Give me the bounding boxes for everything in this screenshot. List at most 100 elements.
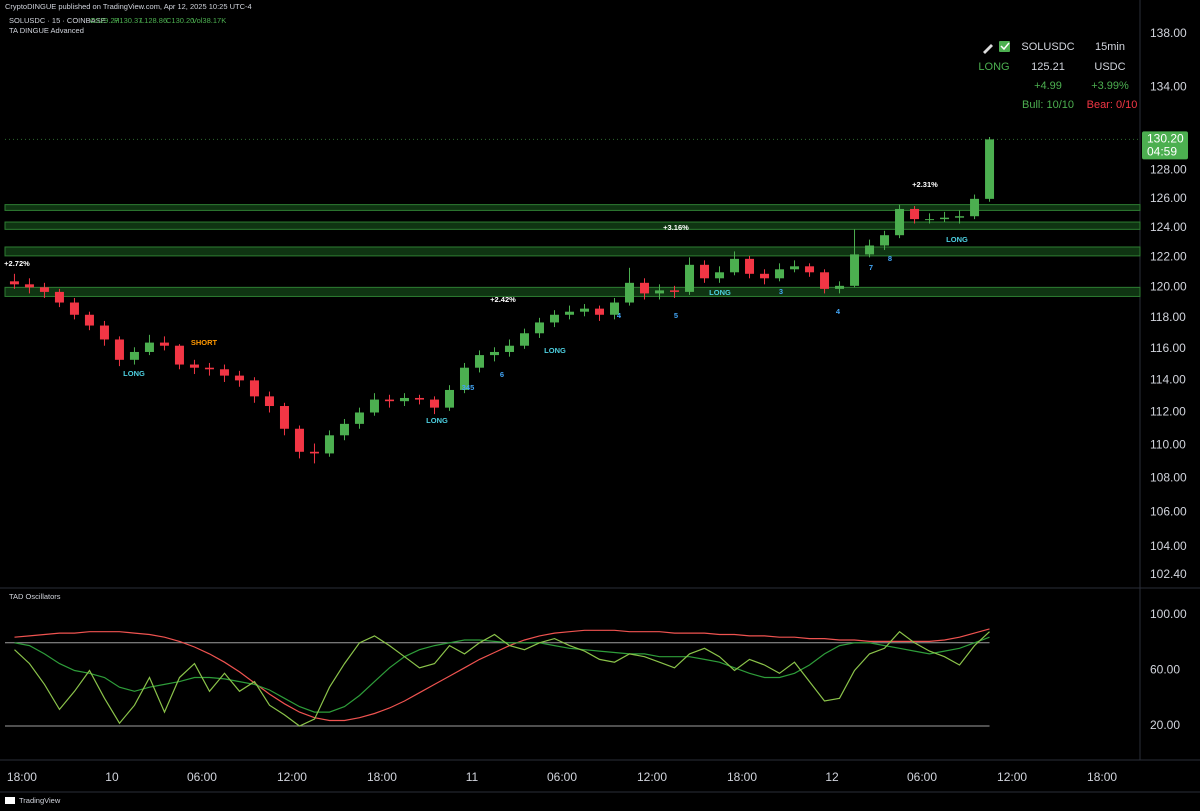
signal-label: 6	[500, 370, 504, 379]
rocket-icon	[983, 44, 993, 54]
info-change-pct: +3.99%	[1091, 80, 1129, 92]
candle-body	[880, 235, 890, 246]
x-tick-label: 06:00	[547, 770, 577, 784]
y-tick-label: 104.00	[1150, 539, 1187, 553]
candle-body	[595, 308, 605, 315]
candle-body	[174, 345, 184, 365]
candle-body	[504, 345, 514, 352]
check-mark	[1000, 42, 1010, 51]
signal-label: 4	[617, 311, 622, 320]
candle-body	[580, 308, 590, 312]
signal-label: +2.72%	[4, 259, 30, 268]
info-symbol: SOLUSDC	[1021, 41, 1074, 53]
published-line: CryptoDINGUE published on TradingView.co…	[5, 2, 252, 11]
candle-body	[384, 399, 394, 402]
candle-body	[820, 272, 830, 289]
signal-label: 5	[674, 311, 678, 320]
signal-label: 8	[888, 254, 892, 263]
candle-body	[850, 254, 860, 286]
candle-body	[940, 217, 950, 220]
candle-body	[9, 281, 19, 285]
countdown: 04:59	[1147, 145, 1177, 159]
candle-body	[700, 264, 710, 279]
y-tick-label: 126.00	[1150, 191, 1187, 205]
candle-body	[294, 428, 304, 452]
candle-body	[189, 364, 199, 368]
oscillator-line	[14, 630, 990, 727]
signal-label: 3	[779, 287, 783, 296]
ohlc-legend: H130.37	[114, 16, 142, 25]
signal-label: 4	[836, 307, 841, 316]
candle-body	[640, 282, 650, 294]
y-tick-label: 122.00	[1150, 250, 1187, 264]
candle-body	[760, 273, 770, 279]
candle-body	[474, 355, 484, 368]
last-price-label: 130.20	[1147, 132, 1184, 146]
candle-body	[234, 375, 244, 381]
candle-body	[730, 258, 740, 273]
candle-body	[369, 399, 379, 413]
signal-label: +3.16%	[663, 223, 689, 232]
candle-body	[610, 302, 620, 315]
check-icon	[999, 41, 1010, 52]
y-tick-label: 114.00	[1150, 373, 1186, 387]
symbol-title: SOLUSDC · 15 · COINBASE	[9, 16, 106, 25]
candle-body	[249, 380, 259, 397]
ohlc-legend: L128.86	[140, 16, 167, 25]
candle-body	[549, 314, 559, 323]
y-tick-label: 116.00	[1150, 341, 1186, 355]
x-tick-label: 06:00	[187, 770, 217, 784]
info-quote: USDC	[1094, 61, 1125, 73]
candle-body	[625, 282, 635, 303]
candle-body	[564, 311, 575, 315]
x-tick-label: 12:00	[277, 770, 307, 784]
y-tick-label: 112.00	[1150, 405, 1186, 419]
y-tick-label: 138.00	[1150, 26, 1187, 40]
candle-body	[144, 342, 154, 352]
candle-body	[54, 291, 64, 303]
candle-body	[970, 198, 980, 217]
signal-label: SHORT	[191, 338, 218, 347]
x-tick-label: 10	[105, 770, 119, 784]
candle-body	[84, 314, 94, 326]
x-tick-label: 06:00	[907, 770, 937, 784]
candle-body	[69, 302, 79, 315]
signal-label: LONG	[123, 369, 145, 378]
candle-body	[985, 139, 995, 199]
candle-body	[805, 266, 815, 273]
footer-brand: TradingView	[19, 796, 61, 805]
x-tick-label: 12	[825, 770, 839, 784]
x-tick-label: 12:00	[637, 770, 667, 784]
y-tick-label: 100.00	[1150, 607, 1187, 621]
candle-body	[745, 258, 755, 274]
x-tick-label: 12:00	[997, 770, 1027, 784]
candle-body	[910, 208, 920, 220]
x-tick-label: 18:00	[7, 770, 37, 784]
candle-body	[399, 397, 409, 402]
info-interval: 15min	[1095, 41, 1125, 53]
candle-body	[715, 272, 725, 279]
y-tick-label: 102.40	[1150, 567, 1187, 581]
candle-body	[354, 412, 364, 424]
candle-body	[835, 285, 845, 289]
candle-body	[414, 397, 424, 400]
y-tick-label: 20.00	[1150, 718, 1180, 732]
x-tick-label: 11	[466, 770, 479, 784]
candle-body	[955, 216, 965, 218]
zone	[4, 221, 1141, 230]
candle-body	[655, 290, 665, 294]
candle-body	[775, 269, 785, 279]
candle-body	[670, 290, 680, 292]
y-tick-label: 110.00	[1150, 437, 1186, 451]
signal-label: LONG	[544, 346, 566, 355]
oscillator-title: TAD Oscillators	[9, 592, 61, 601]
y-tick-label: 134.00	[1150, 79, 1187, 93]
candle-body	[895, 208, 905, 236]
y-tick-label: 60.00	[1150, 663, 1180, 677]
y-tick-label: 120.00	[1150, 280, 1187, 294]
candle-body	[429, 399, 439, 408]
signal-label: LONG	[709, 288, 731, 297]
candle-body	[24, 284, 34, 288]
y-tick-label: 108.00	[1150, 471, 1187, 485]
